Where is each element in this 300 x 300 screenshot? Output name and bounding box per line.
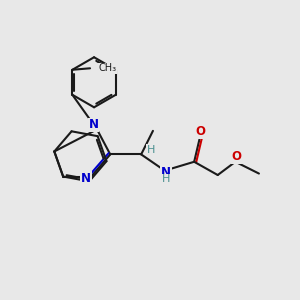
Text: N: N (161, 166, 171, 178)
Text: O: O (232, 150, 242, 163)
Text: O: O (195, 125, 205, 138)
Text: N: N (81, 172, 91, 185)
Text: CH₃: CH₃ (98, 63, 116, 73)
Text: N: N (88, 118, 98, 131)
Text: H: H (147, 145, 155, 155)
Text: H: H (162, 174, 170, 184)
